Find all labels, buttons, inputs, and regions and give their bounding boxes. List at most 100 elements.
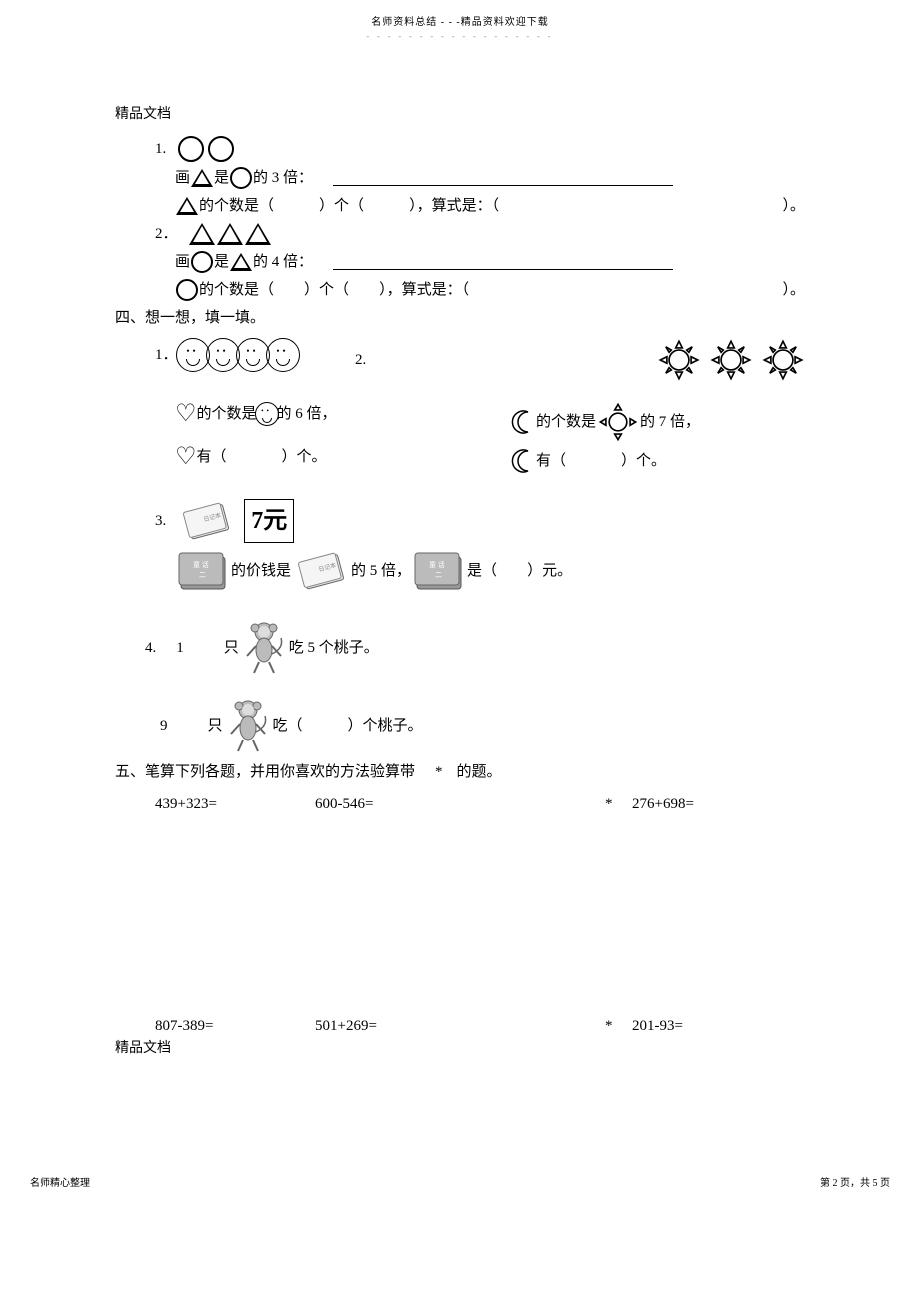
circle-icon xyxy=(191,251,213,273)
text: 的 6 倍， xyxy=(277,402,337,426)
text: ）个桃子。 xyxy=(348,714,423,738)
text: 的 5 倍， xyxy=(351,559,411,583)
notebook-icon: 日记本 xyxy=(176,501,236,541)
text: ）个。 xyxy=(282,445,327,469)
s4q4-number: 4. xyxy=(145,636,156,660)
q5-row2: 807-389= 501+269= * 201-93= xyxy=(155,1014,805,1038)
sun-icon xyxy=(657,338,701,382)
smiley-icon: •• xyxy=(176,338,210,372)
star: * xyxy=(605,796,613,812)
price-label: 7元 xyxy=(244,499,294,543)
page-header: 名师资料总结 - - -精品资料欢迎下载 xyxy=(0,0,920,31)
doc-label-bottom: 精品文档 xyxy=(115,1038,805,1060)
text: 的 4 倍： xyxy=(253,250,313,274)
section4-columns: 1． •• •• •• •• ♡ 的个数是 •• 的 6 倍， ♡ 有（ ）个。 xyxy=(115,334,805,480)
circle-icon xyxy=(230,167,252,189)
text: ）。 xyxy=(782,194,805,218)
footer-right: 第 2 页，共 5 页 xyxy=(820,1176,890,1192)
s4q3-number: 3. xyxy=(155,509,166,533)
section5-title: 五、笔算下列各题，并用你喜欢的方法验算带 xyxy=(115,760,415,784)
text: 1 xyxy=(176,636,184,660)
s4-col-right: 2. 的个数是 的 7 倍， 有（ ）个。 xyxy=(480,334,805,480)
s4q1-row1: 1． •• •• •• •• xyxy=(155,338,440,372)
text: 的 3 倍： xyxy=(253,166,313,190)
q2-row3: 的个数是（ ）个（ ），算式是：（ ）。 xyxy=(175,278,805,302)
storybook-icon: 童 话二 xyxy=(175,547,231,595)
q2-row1: 2． xyxy=(155,222,805,246)
q2-row2: 画 是 的 4 倍： xyxy=(175,250,805,274)
s4q3-row1: 3. 日记本 7元 xyxy=(155,499,805,543)
circle-icon xyxy=(176,279,198,301)
section4-title: 四、想一想，填一填。 xyxy=(115,306,805,330)
text: 的个数是 xyxy=(197,402,257,426)
s4q4-row2: 9 只 吃（ ）个桃子。 xyxy=(145,696,805,756)
text: 的 7 倍， xyxy=(640,410,700,434)
text: 的个数是（ xyxy=(199,278,274,302)
price-value: 7元 xyxy=(251,508,287,534)
q5-item: 807-389= xyxy=(155,1014,315,1038)
circle-icon xyxy=(178,136,204,162)
q1-row2: 画 是 的 3 倍： xyxy=(175,166,805,190)
text: 只 xyxy=(224,636,239,660)
text: ）元。 xyxy=(527,559,572,583)
q1-row3: 的个数是（ ）个（ ），算式是：（ ）。 xyxy=(175,194,805,218)
section4-title-text: 四、想一想，填一填。 xyxy=(115,306,265,330)
s4q1-row3: ♡ 有（ ）个。 xyxy=(175,438,440,476)
blank xyxy=(566,449,621,473)
text: 吃 5 个桃子。 xyxy=(289,636,379,660)
svg-text:二: 二 xyxy=(435,571,442,579)
text: 有（ xyxy=(536,449,566,473)
notebook-icon: 日记本 xyxy=(291,551,351,591)
s4q4-row1: 4. 1 只 吃 5 个桃子。 xyxy=(145,618,805,678)
q5-item: 439+323= xyxy=(155,792,315,816)
blank xyxy=(227,445,282,469)
moon-icon xyxy=(510,409,536,435)
text: 9 xyxy=(160,714,168,738)
blank xyxy=(349,278,379,302)
q5-item: 501+269= xyxy=(315,1014,475,1038)
triangle-icon xyxy=(191,169,213,187)
section5-title2: 的题。 xyxy=(457,760,502,784)
q5-item-star: * 276+698= xyxy=(605,792,694,816)
equation: 276+698= xyxy=(632,796,694,812)
smiley-icon: •• xyxy=(236,338,270,372)
text: 是（ xyxy=(467,559,497,583)
text: 只 xyxy=(208,714,223,738)
q5-item: 600-546= xyxy=(315,792,475,816)
text: ），算式是：（ xyxy=(379,278,469,302)
sun-icon xyxy=(709,338,753,382)
monkey-icon xyxy=(223,696,273,756)
s4q1-row2: ♡ 的个数是 •• 的 6 倍， xyxy=(175,395,440,433)
triangle-icon xyxy=(217,223,243,245)
smiley-icon: •• xyxy=(266,338,300,372)
footer-left: 名师精心整理 xyxy=(30,1176,90,1192)
sun-icon xyxy=(596,400,640,444)
s4q2-row1: 2. xyxy=(480,338,805,382)
smiley-icon: •• xyxy=(206,338,240,372)
header-dashes: - - - - - - - - - - - - - - - - - - xyxy=(0,31,920,44)
blank-line xyxy=(333,254,673,270)
blank xyxy=(274,194,319,218)
s4q2-row2: 的个数是 的 7 倍， xyxy=(510,400,805,444)
q1-row1: 1. xyxy=(155,136,805,162)
text: 的个数是 xyxy=(536,410,596,434)
equation: 201-93= xyxy=(632,1018,683,1034)
s4q2-row3: 有（ ）个。 xyxy=(510,448,805,474)
triangle-icon xyxy=(176,197,198,215)
text: 画 xyxy=(175,166,190,190)
q1-number: 1. xyxy=(155,137,166,161)
blank xyxy=(497,559,527,583)
q5-item-star: * 201-93= xyxy=(605,1014,683,1038)
text: ）。 xyxy=(782,278,805,302)
text: ），算式是：（ xyxy=(409,194,499,218)
blank xyxy=(274,278,304,302)
text: 的价钱是 xyxy=(231,559,291,583)
s4q1-number: 1． xyxy=(155,343,178,367)
triangle-icon xyxy=(230,253,252,271)
svg-text:二: 二 xyxy=(199,571,206,579)
svg-text:童 话: 童 话 xyxy=(429,560,445,569)
moon-icon xyxy=(510,448,536,474)
doc-label-top: 精品文档 xyxy=(115,104,805,126)
svg-text:童 话: 童 话 xyxy=(193,560,209,569)
triangle-icon xyxy=(245,223,271,245)
